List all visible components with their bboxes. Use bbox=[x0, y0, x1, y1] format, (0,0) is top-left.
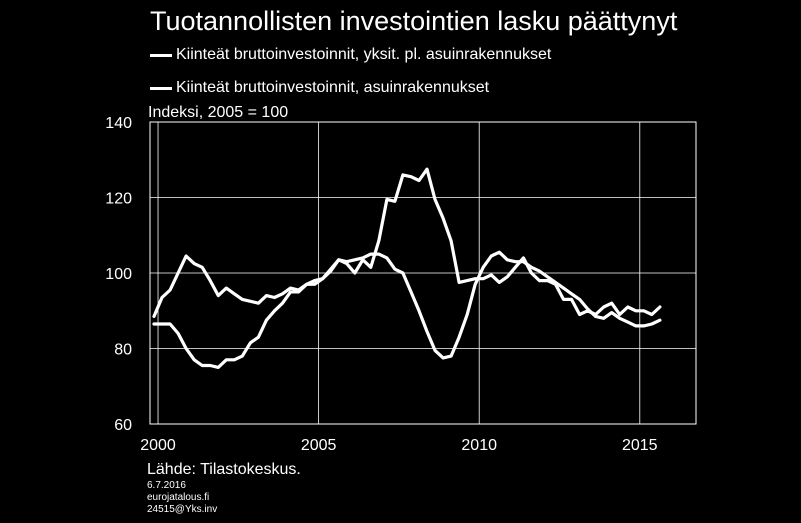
chart-code: 24515@Yks.inv bbox=[147, 504, 218, 515]
y-axis-unit-label: Indeksi, 2005 = 100 bbox=[148, 104, 289, 121]
legend-swatch-non-residential bbox=[150, 53, 172, 57]
x-tick-label: 2015 bbox=[622, 437, 658, 454]
y-tick-label: 100 bbox=[105, 266, 132, 283]
series-line-non-residential bbox=[152, 250, 662, 369]
y-tick-label: 60 bbox=[114, 417, 132, 434]
x-tick-label: 2005 bbox=[301, 437, 337, 454]
series-line-residential bbox=[152, 167, 662, 318]
site-name: eurojatalous.fi bbox=[147, 492, 210, 503]
chart-title: Tuotannollisten investointien lasku päät… bbox=[150, 6, 678, 36]
source-note: Lähde: Tilastokeskus. bbox=[147, 461, 301, 478]
legend-item-non-residential: Kiinteät bruttoinvestoinnit, yksit. pl. … bbox=[150, 46, 551, 64]
y-tick-label: 120 bbox=[105, 191, 132, 208]
y-tick-label: 80 bbox=[114, 342, 132, 359]
legend-label-non-residential: Kiinteät bruttoinvestoinnit, yksit. pl. … bbox=[176, 46, 552, 63]
y-tick-label: 140 bbox=[105, 115, 132, 132]
grid-lines bbox=[150, 122, 696, 424]
y-axis-ticks: 60 80 100 120 140 bbox=[105, 115, 132, 434]
legend-swatch-residential bbox=[150, 86, 172, 90]
series-lines bbox=[152, 167, 662, 369]
x-axis-ticks: 2000 2005 2010 2015 bbox=[140, 437, 657, 454]
publish-date: 6.7.2016 bbox=[147, 480, 186, 491]
legend-label-residential: Kiinteät bruttoinvestoinnit, asuinrakenn… bbox=[176, 79, 490, 96]
plot-frame bbox=[149, 121, 697, 425]
x-tick-label: 2010 bbox=[461, 437, 497, 454]
x-tick-label: 2000 bbox=[140, 437, 176, 454]
legend-item-residential: Kiinteät bruttoinvestoinnit, asuinrakenn… bbox=[150, 79, 489, 97]
